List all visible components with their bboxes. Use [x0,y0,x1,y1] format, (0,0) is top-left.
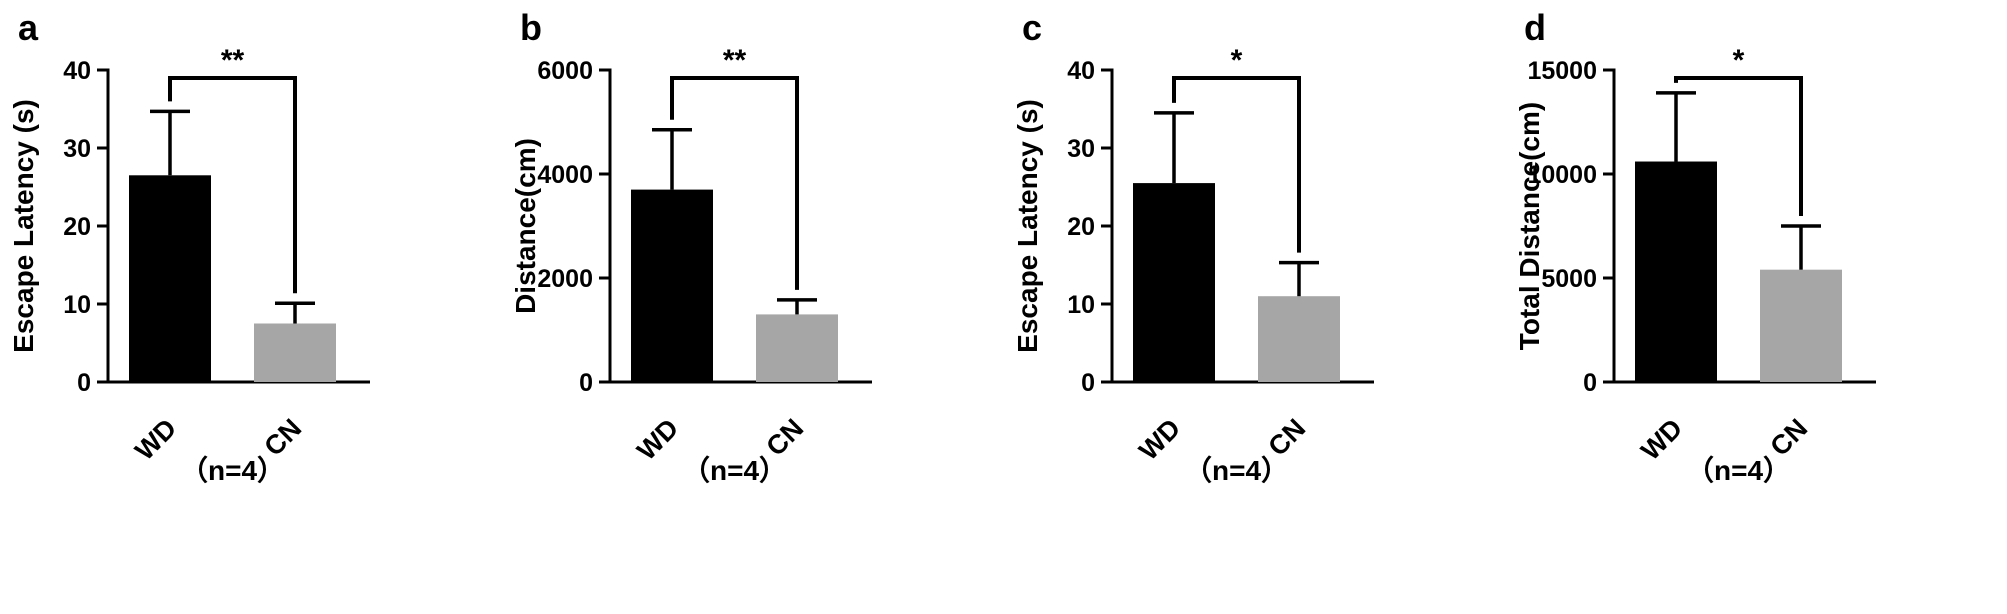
y-tick-label: 30 [63,135,91,163]
panel-d: d 0 5000 10000 15000 Total Distance(cm) WD CN * （… [1506,0,2007,614]
bar-cn [1760,269,1842,382]
y-tick-label: 6000 [537,57,593,85]
sample-size-label: （n=4） [1184,454,1289,486]
significance-bracket [670,76,799,290]
significance-label: ** [221,44,245,77]
significance-bracket [168,76,297,294]
y-tick-label: 5000 [1541,265,1597,293]
bar-cn [1258,296,1340,382]
y-tick-label: 0 [1081,369,1095,397]
y-tick-label: 20 [63,213,91,241]
x-tick-label: WD [129,413,182,466]
y-axis-label: Escape Latency (s) [8,99,39,353]
significance-label: ** [723,44,747,77]
y-tick-label: 15000 [1527,57,1597,85]
y-tick-label: 0 [77,369,91,397]
x-tick-label: WD [1133,413,1186,466]
bar-wd [1133,183,1215,382]
panel-b: b 0 2000 4000 6000 Distance(cm) WD CN ** （n=4） [502,0,1004,614]
bar-wd [1635,161,1717,382]
x-tick-label: WD [631,413,684,466]
bar-wd [631,189,713,382]
sample-size-label: （n=4） [1686,454,1791,486]
y-tick-label: 0 [579,369,593,397]
panel-label: c [1022,7,1042,48]
y-tick-label: 4000 [537,161,593,189]
panel-label: a [18,7,39,48]
bar-wd [129,175,211,382]
y-tick-label: 10 [63,291,91,319]
y-tick-label: 40 [1067,57,1095,85]
y-tick-label: 10 [1067,291,1095,319]
significance-bracket [1674,76,1803,216]
y-axis-label: Total Distance(cm) [1514,102,1545,350]
y-tick-label: 30 [1067,135,1095,163]
significance-label: * [1231,44,1243,77]
y-tick-label: 20 [1067,213,1095,241]
panel-label: d [1524,7,1546,48]
y-axis-label: Escape Latency (s) [1012,99,1043,353]
y-tick-label: 0 [1583,369,1597,397]
y-tick-label: 2000 [537,265,593,293]
panel-label: b [520,7,542,48]
x-tick-label: WD [1635,413,1688,466]
panel-a: a 0 10 20 30 40 Escape Latency (s) WD CN ** （n=4） [0,0,502,614]
bar-cn [254,323,336,382]
significance-label: * [1733,44,1745,77]
y-tick-label: 40 [63,57,91,85]
y-tick-label: 10000 [1527,161,1597,189]
bar-cn [756,314,838,382]
sample-size-label: （n=4） [180,454,285,486]
panel-c: c 0 10 20 30 40 Escape Latency (s) WD CN * （n=4） [1004,0,1506,614]
y-axis-label: Distance(cm) [510,138,541,314]
sample-size-label: （n=4） [682,454,787,486]
significance-bracket [1172,76,1301,253]
